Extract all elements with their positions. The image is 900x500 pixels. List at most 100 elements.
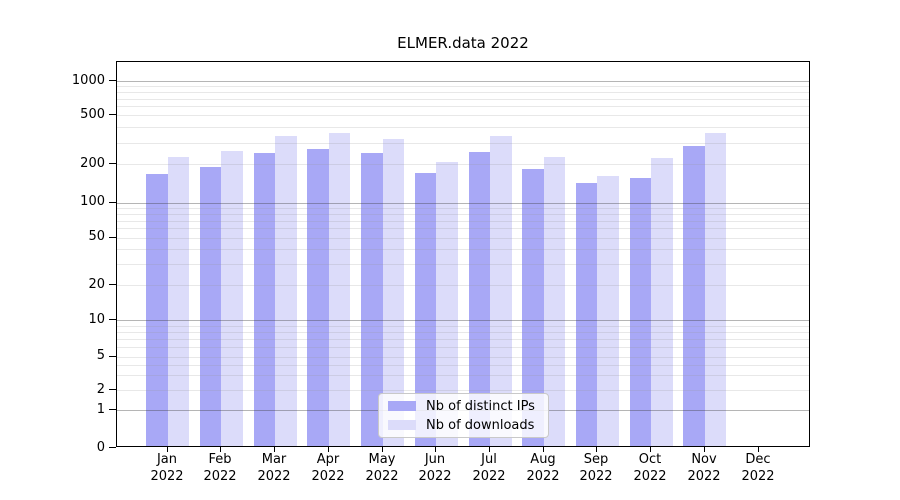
y-tick-label-50: 50 bbox=[88, 229, 105, 244]
x-tick-label-jan: Jan 2022 bbox=[150, 452, 184, 484]
y-tick-label-10: 10 bbox=[88, 312, 105, 327]
y-tick-mark-500 bbox=[109, 114, 116, 115]
y-tick-label-2: 2 bbox=[96, 382, 105, 397]
bar-oct-distinct-ips bbox=[629, 178, 652, 446]
bar-aug-downloads bbox=[543, 156, 566, 446]
y-tick-label-200: 200 bbox=[80, 156, 105, 171]
y-tick-mark-20 bbox=[109, 284, 116, 285]
bar-jan-downloads bbox=[167, 157, 190, 446]
gridline-8 bbox=[117, 332, 809, 333]
legend-label-distinct-ips: Nb of distinct IPs bbox=[426, 398, 535, 414]
y-tick-mark-1000 bbox=[109, 80, 116, 81]
gridline-60 bbox=[117, 228, 809, 229]
bar-nov-downloads bbox=[704, 133, 727, 446]
bar-sep-downloads bbox=[597, 176, 619, 446]
y-tick-label-1000: 1000 bbox=[71, 73, 105, 88]
legend-swatch-downloads bbox=[388, 420, 416, 430]
gridline-3 bbox=[117, 375, 809, 376]
gridline-600 bbox=[117, 106, 809, 107]
x-tick-mark-mar bbox=[274, 447, 275, 452]
gridline-40 bbox=[117, 249, 809, 250]
x-tick-label-mar: Mar 2022 bbox=[257, 452, 291, 484]
x-tick-label-aug: Aug 2022 bbox=[526, 452, 560, 484]
legend-row-downloads: Nb of downloads bbox=[388, 418, 539, 433]
x-tick-mark-aug bbox=[543, 447, 544, 452]
bar-apr-downloads bbox=[328, 132, 351, 446]
legend-label-downloads: Nb of downloads bbox=[426, 417, 535, 433]
gridline-9 bbox=[117, 326, 809, 327]
gridline-70 bbox=[117, 221, 809, 222]
y-tick-label-20: 20 bbox=[88, 277, 105, 292]
bar-nov-distinct-ips bbox=[683, 146, 705, 446]
bar-apr-distinct-ips bbox=[307, 149, 329, 446]
gridline-400 bbox=[117, 127, 809, 128]
gridline-30 bbox=[117, 264, 809, 265]
gridline-6 bbox=[117, 347, 809, 348]
legend: Nb of distinct IPs Nb of downloads bbox=[378, 393, 549, 438]
gridline-90 bbox=[117, 208, 809, 209]
legend-swatch-distinct-ips bbox=[388, 401, 416, 411]
bar-jul-downloads bbox=[490, 136, 512, 446]
gridline-5 bbox=[117, 357, 809, 358]
bar-mar-distinct-ips bbox=[253, 153, 276, 446]
gridline-900 bbox=[117, 86, 809, 87]
bar-aug-distinct-ips bbox=[522, 168, 544, 446]
x-tick-mark-oct bbox=[650, 447, 651, 452]
gridline-20 bbox=[117, 285, 809, 286]
gridline-700 bbox=[117, 99, 809, 100]
x-tick-label-jul: Jul 2022 bbox=[472, 452, 506, 484]
y-tick-label-100: 100 bbox=[80, 194, 105, 209]
y-tick-mark-5 bbox=[109, 356, 116, 357]
y-tick-mark-0 bbox=[109, 447, 116, 448]
gridline-80 bbox=[117, 214, 809, 215]
gridline-2 bbox=[117, 390, 809, 391]
y-tick-label-1: 1 bbox=[96, 402, 105, 417]
gridline-7 bbox=[117, 339, 809, 340]
gridline-500 bbox=[117, 115, 809, 116]
gridline-200 bbox=[117, 164, 809, 165]
plot-area bbox=[116, 61, 810, 447]
legend-row-distinct-ips: Nb of distinct IPs bbox=[388, 399, 539, 414]
x-tick-label-may: May 2022 bbox=[365, 452, 399, 484]
y-tick-label-5: 5 bbox=[96, 348, 105, 363]
x-tick-label-nov: Nov 2022 bbox=[687, 452, 721, 484]
bar-jun-downloads bbox=[436, 162, 458, 446]
y-tick-mark-100 bbox=[109, 202, 116, 203]
y-tick-mark-2 bbox=[109, 389, 116, 390]
bar-sep-distinct-ips bbox=[575, 182, 598, 446]
x-tick-mark-nov bbox=[704, 447, 705, 452]
bar-jul-distinct-ips bbox=[468, 151, 490, 446]
bar-feb-distinct-ips bbox=[199, 167, 222, 446]
gridline-100 bbox=[117, 203, 809, 204]
y-tick-mark-10 bbox=[109, 319, 116, 320]
y-tick-label-0: 0 bbox=[96, 440, 105, 455]
gridline-1000 bbox=[117, 81, 809, 82]
x-tick-label-oct: Oct 2022 bbox=[633, 452, 667, 484]
gridline-4 bbox=[117, 365, 809, 366]
bar-oct-downloads bbox=[651, 158, 673, 446]
x-tick-mark-sep bbox=[596, 447, 597, 452]
x-tick-mark-dec bbox=[758, 447, 759, 452]
gridline-10 bbox=[117, 320, 809, 321]
chart-title: ELMER.data 2022 bbox=[397, 34, 529, 52]
y-tick-mark-200 bbox=[109, 163, 116, 164]
bar-jan-distinct-ips bbox=[146, 173, 168, 446]
x-tick-mark-may bbox=[382, 447, 383, 452]
x-tick-mark-apr bbox=[328, 447, 329, 452]
gridline-300 bbox=[117, 143, 809, 144]
x-tick-label-dec: Dec 2022 bbox=[741, 452, 775, 484]
bar-feb-downloads bbox=[221, 150, 243, 446]
x-tick-label-jun: Jun 2022 bbox=[418, 452, 452, 484]
x-tick-mark-jul bbox=[489, 447, 490, 452]
bar-may-distinct-ips bbox=[361, 152, 383, 446]
y-tick-mark-1 bbox=[109, 409, 116, 410]
x-tick-mark-jan bbox=[167, 447, 168, 452]
x-tick-mark-feb bbox=[220, 447, 221, 452]
bar-mar-downloads bbox=[275, 135, 297, 446]
y-tick-mark-50 bbox=[109, 237, 116, 238]
gridline-800 bbox=[117, 92, 809, 93]
bar-jun-distinct-ips bbox=[414, 172, 437, 446]
bar-may-downloads bbox=[382, 138, 404, 446]
x-tick-label-feb: Feb 2022 bbox=[203, 452, 237, 484]
